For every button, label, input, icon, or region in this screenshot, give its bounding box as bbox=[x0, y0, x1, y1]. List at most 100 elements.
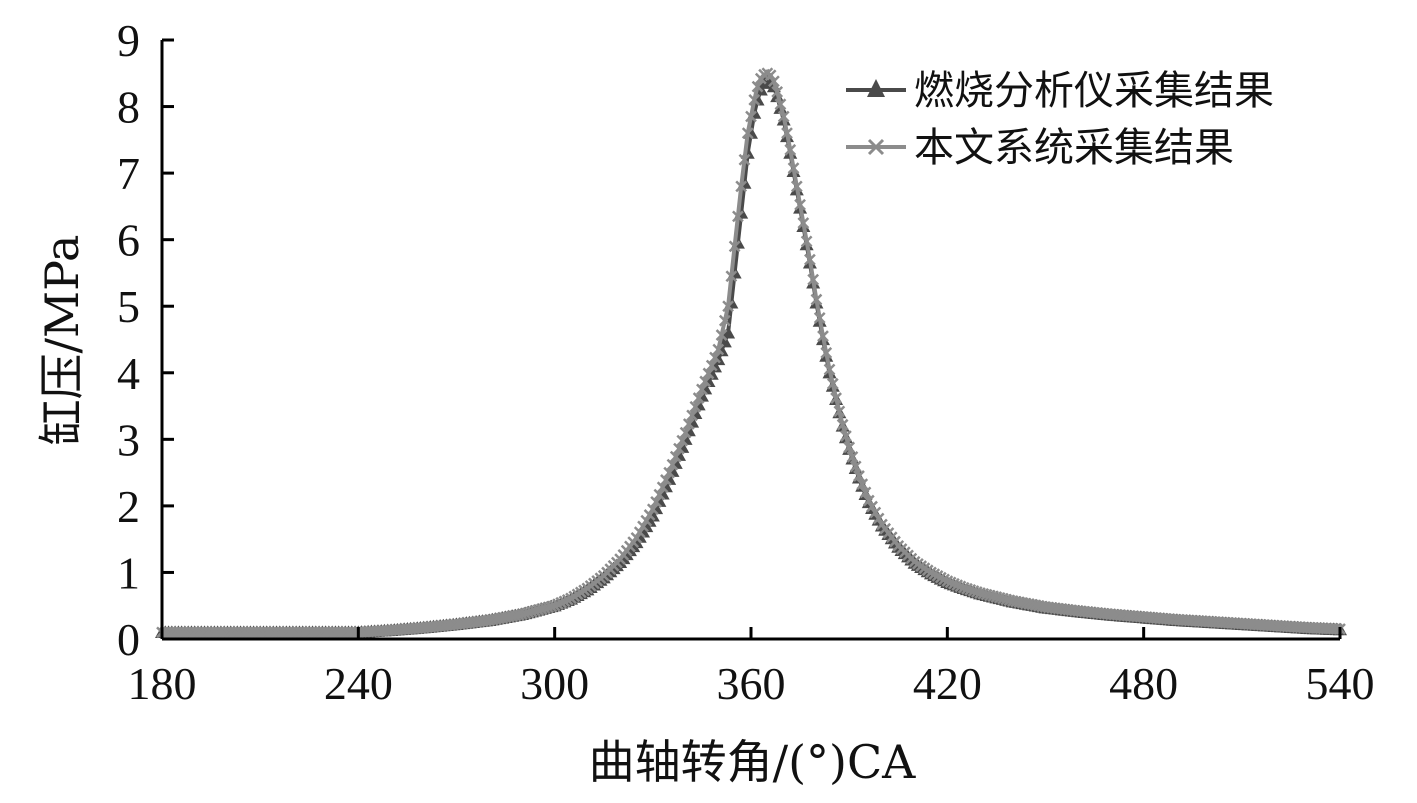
y-axis-label: 缸压/MPa bbox=[35, 235, 89, 446]
data-point-x bbox=[941, 575, 954, 587]
data-point-x bbox=[794, 198, 806, 211]
data-point-x bbox=[836, 418, 849, 431]
data-point-x bbox=[813, 311, 826, 324]
data-point-x bbox=[741, 127, 754, 140]
data-point-x bbox=[768, 75, 780, 88]
data-point-x bbox=[954, 580, 967, 593]
data-point-x bbox=[732, 210, 744, 223]
data-point-x bbox=[643, 509, 656, 521]
data-point-x bbox=[548, 599, 561, 612]
data-point-x bbox=[804, 253, 816, 266]
x-tick-label: 480 bbox=[1109, 658, 1178, 709]
y-tick-label: 2 bbox=[117, 481, 140, 532]
data-point-x bbox=[771, 86, 784, 98]
data-point-x bbox=[545, 600, 558, 613]
data-point-x bbox=[840, 430, 852, 442]
series-layer bbox=[155, 67, 1347, 639]
data-point-x bbox=[947, 577, 960, 590]
data-point-x bbox=[751, 80, 764, 93]
data-point-x bbox=[552, 598, 564, 611]
data-point-x bbox=[728, 240, 741, 253]
data-point-x bbox=[725, 270, 738, 283]
data-point-x bbox=[843, 441, 856, 454]
data-point-x bbox=[964, 583, 977, 596]
x-tick-label: 540 bbox=[1306, 658, 1375, 709]
data-point-x bbox=[830, 392, 842, 404]
data-point-x bbox=[646, 503, 659, 516]
data-point-x bbox=[682, 418, 695, 430]
data-point-x bbox=[856, 478, 869, 491]
data-point-x bbox=[777, 110, 790, 123]
data-point-x bbox=[696, 383, 708, 396]
data-point-x bbox=[669, 450, 682, 463]
data-point-x bbox=[705, 359, 718, 372]
y-tick-label: 0 bbox=[117, 614, 140, 665]
data-point-x bbox=[820, 346, 833, 359]
data-point-x bbox=[764, 69, 777, 82]
data-point-x bbox=[745, 110, 757, 123]
data-point-x bbox=[951, 579, 964, 591]
data-point-x bbox=[722, 300, 734, 313]
data-point-x bbox=[686, 409, 698, 422]
data-point-x bbox=[558, 595, 571, 608]
legend-marker-x bbox=[867, 138, 885, 156]
data-point-x bbox=[660, 474, 672, 486]
data-point-x bbox=[656, 481, 669, 494]
data-point-x bbox=[797, 217, 810, 229]
data-point-x bbox=[961, 582, 973, 595]
data-point-x bbox=[781, 127, 793, 140]
data-point-x bbox=[853, 470, 865, 482]
data-point-x bbox=[561, 593, 574, 606]
data-point-x bbox=[715, 329, 728, 341]
data-point-x bbox=[689, 400, 702, 413]
data-point-x bbox=[699, 375, 712, 388]
data-point-x bbox=[810, 293, 823, 306]
data-point-x bbox=[738, 153, 751, 166]
data-point-x bbox=[774, 98, 787, 111]
x-tick-label: 300 bbox=[520, 658, 589, 709]
data-point-x bbox=[718, 314, 731, 327]
y-tick-label: 6 bbox=[117, 215, 140, 266]
x-axis-label: 曲轴转角/(°)CA bbox=[589, 735, 917, 789]
data-point-x bbox=[663, 466, 676, 479]
data-point-x bbox=[872, 512, 885, 525]
data-point-x bbox=[735, 180, 748, 193]
data-point-x bbox=[944, 576, 957, 589]
legend-marker-triangle bbox=[867, 79, 885, 97]
legend-label-series-0: 燃烧分析仪采集结果 bbox=[914, 68, 1274, 114]
data-point-x bbox=[709, 351, 721, 364]
legend-label-series-1: 本文系统采集结果 bbox=[914, 125, 1234, 171]
data-point-x bbox=[849, 460, 862, 473]
data-point-x bbox=[650, 496, 662, 508]
ticks-layer: 0 1 2 3 4 5 6 7 8 9 180 240 300 360 420 480 540 bbox=[117, 15, 1375, 709]
y-tick-label: 1 bbox=[117, 547, 140, 598]
x-tick-label: 420 bbox=[913, 658, 982, 709]
data-point-x bbox=[692, 392, 705, 404]
data-point-x bbox=[712, 343, 725, 356]
data-point-x bbox=[748, 94, 761, 106]
y-tick-label: 8 bbox=[117, 82, 140, 133]
data-point-x bbox=[633, 526, 646, 538]
legend: 燃烧分析仪采集结果 本文系统采集结果 bbox=[846, 68, 1274, 171]
y-tick-label: 4 bbox=[117, 348, 140, 399]
data-point-x bbox=[679, 426, 692, 439]
data-point-x bbox=[637, 520, 649, 533]
x-tick-label: 360 bbox=[717, 658, 786, 709]
data-point-x bbox=[673, 442, 685, 455]
data-point-x bbox=[676, 434, 689, 447]
y-tick-label: 9 bbox=[117, 15, 140, 66]
data-point-x bbox=[787, 162, 800, 175]
data-point-x bbox=[653, 488, 666, 501]
data-point-x bbox=[859, 486, 872, 499]
data-point-x bbox=[630, 531, 643, 544]
data-point-triangle bbox=[721, 325, 736, 339]
data-point-x bbox=[957, 581, 970, 594]
data-point-x bbox=[790, 180, 803, 193]
data-point-x bbox=[784, 143, 797, 156]
data-point-x bbox=[666, 458, 679, 471]
y-tick-label: 3 bbox=[117, 414, 140, 465]
data-point-x bbox=[800, 235, 813, 248]
data-point-x bbox=[640, 514, 653, 527]
